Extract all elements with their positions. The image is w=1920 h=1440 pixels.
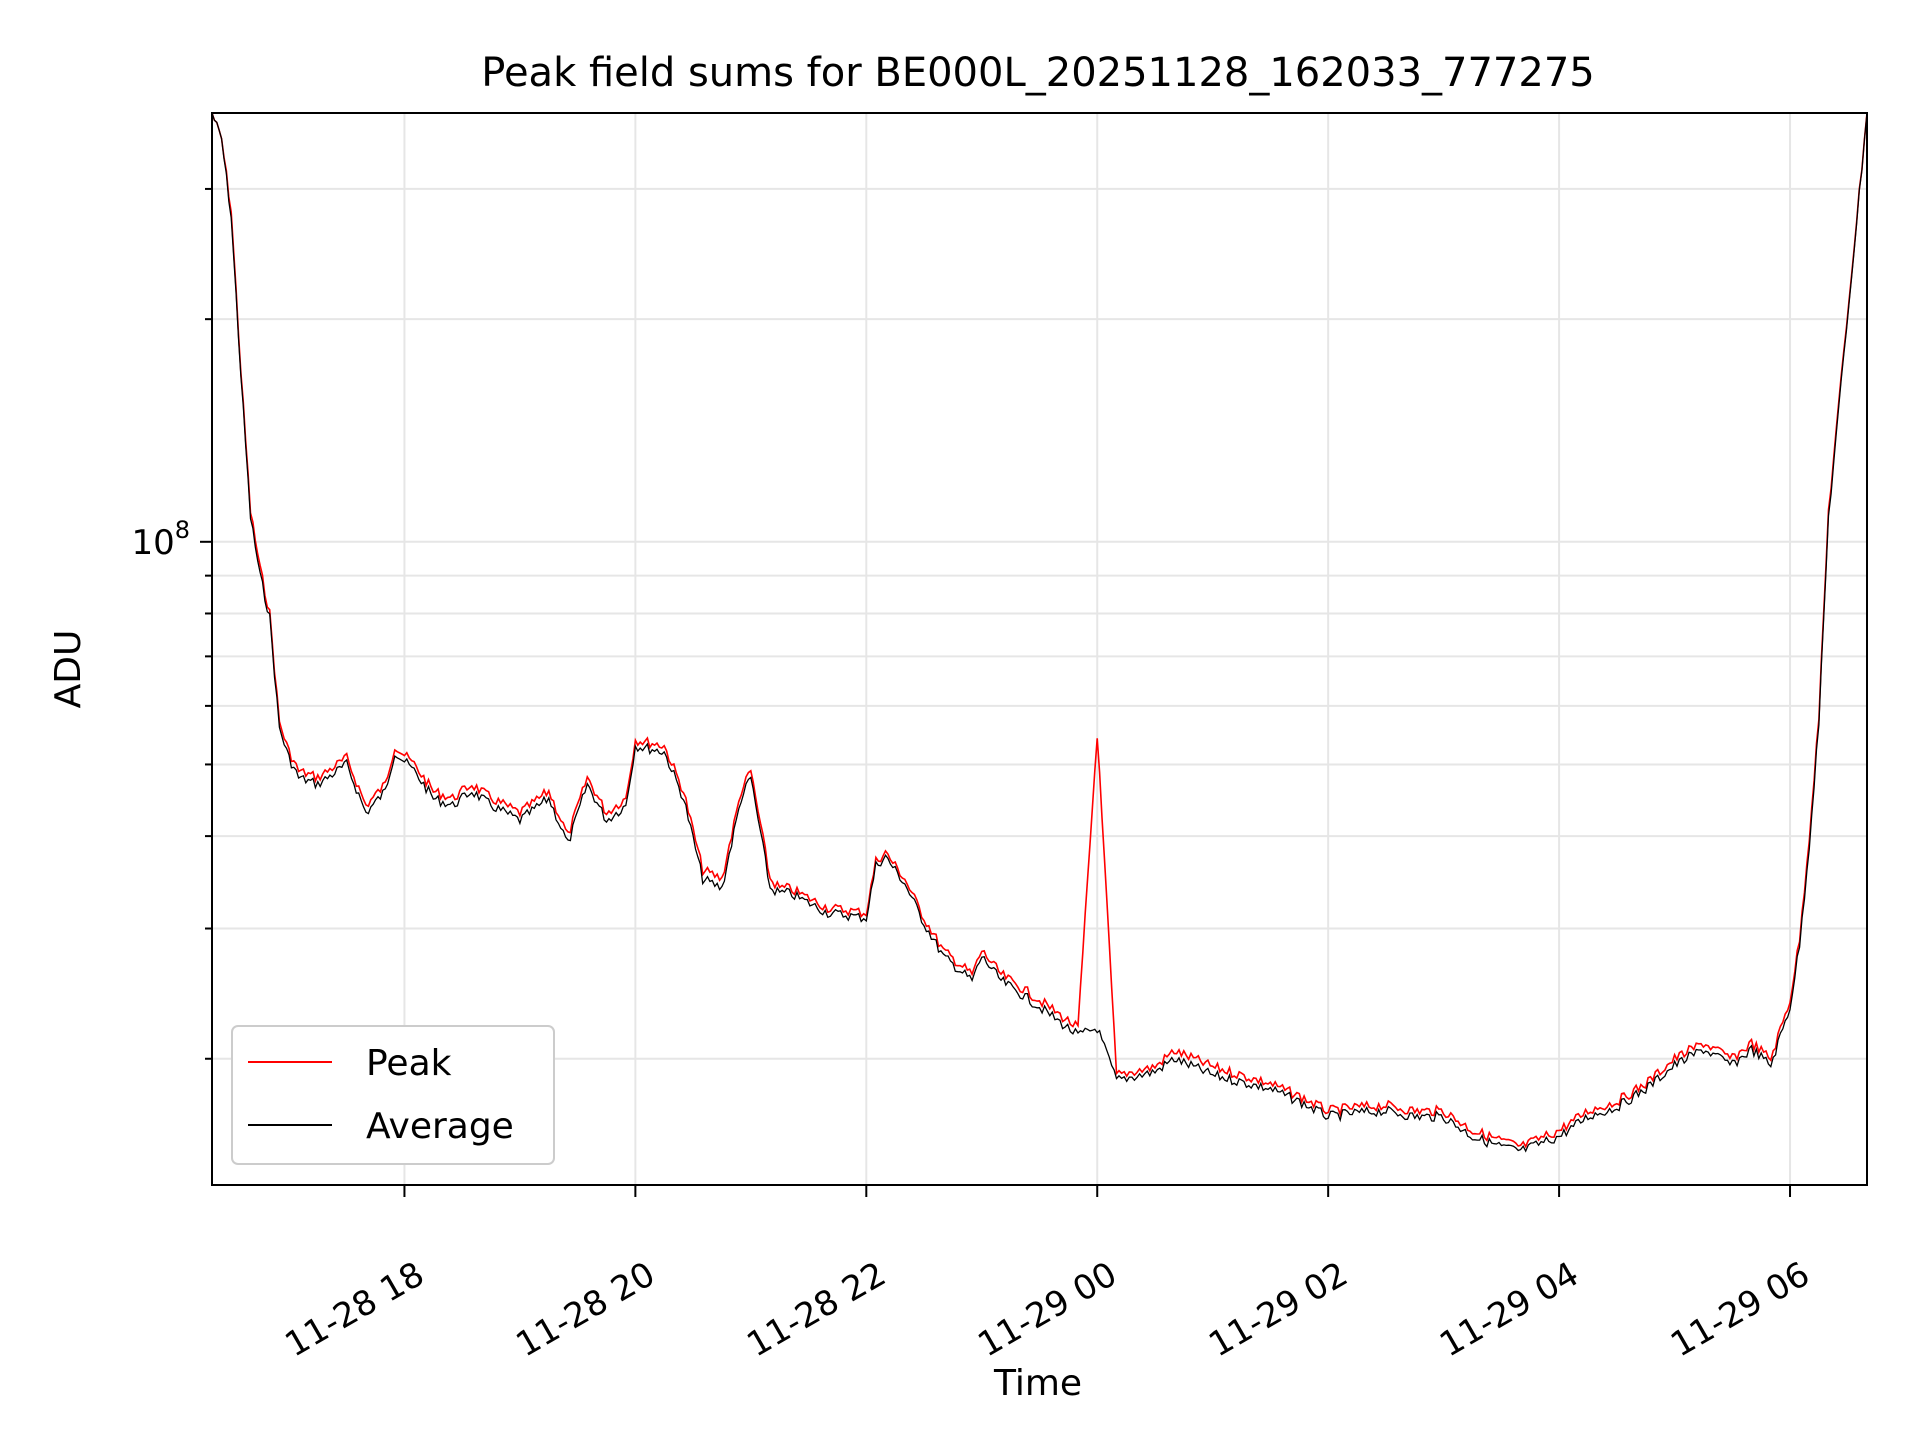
series-line-peak: [211, 112, 1868, 1149]
x-ticks: 11-28 18 11-28 20 11-28 22 11-29 00 11-29 02…: [279, 1185, 1817, 1365]
y-axis-label: ADU: [48, 630, 89, 709]
series-line-average: [211, 112, 1868, 1153]
x-tick-label: 11-29 06: [1664, 1254, 1816, 1365]
y-ticks: 108: [131, 187, 212, 1060]
legend-box: [231, 1025, 555, 1165]
plot-lines: [211, 112, 1868, 1153]
chart-title: Peak field sums for BE000L_20251128_1620…: [481, 50, 1594, 96]
x-tick-label: 11-28 20: [509, 1254, 661, 1365]
x-tick-label: 11-28 22: [740, 1254, 892, 1365]
legend-peak-label: Peak: [366, 1043, 452, 1084]
x-tick-label: 11-29 02: [1202, 1254, 1354, 1365]
plot-frame: [211, 112, 1868, 1186]
x-tick-label: 11-29 04: [1433, 1254, 1585, 1365]
y-tick-label: 108: [131, 516, 190, 563]
legend-average-label: Average: [366, 1106, 514, 1147]
x-axis-label: Time: [993, 1363, 1082, 1404]
x-tick-label: 11-28 18: [279, 1254, 431, 1365]
legend: Peak Average: [231, 1025, 555, 1165]
x-tick-label: 11-29 00: [971, 1254, 1123, 1365]
grid: [212, 113, 1867, 1185]
